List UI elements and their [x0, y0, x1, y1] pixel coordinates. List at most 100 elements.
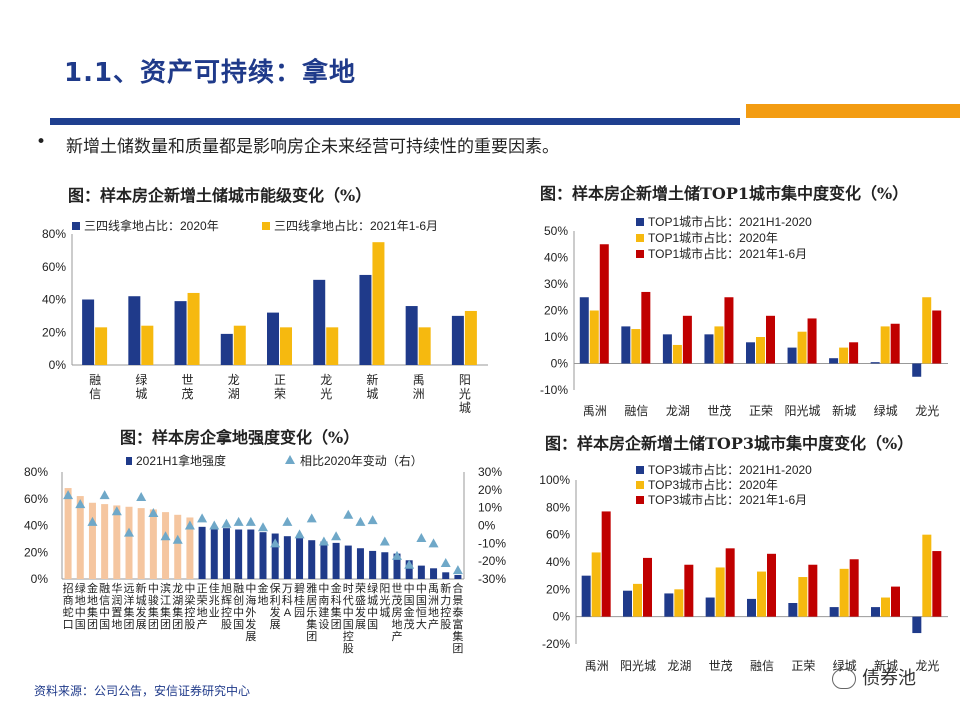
category-label: 正荣 [791, 659, 815, 673]
category-label: 中国金茂 [404, 582, 415, 631]
change-marker [148, 508, 159, 518]
bar [405, 560, 413, 579]
bar [198, 526, 206, 579]
change-marker [111, 506, 122, 516]
bar [454, 574, 462, 579]
bar [372, 242, 385, 365]
category-label: 合景泰富集团 [452, 581, 463, 655]
chart-top3-concentration: -20%0%20%40%60%80%100%禹洲 阳光城 龙湖 世茂 融信 正荣 绿城 新城龙… [539, 462, 948, 673]
bar [174, 301, 187, 365]
category-label: 融信 [750, 659, 774, 673]
category-label: 时代中国控股 [343, 582, 354, 655]
bar [125, 506, 133, 579]
legend-swatch [636, 250, 644, 258]
bar [271, 533, 279, 579]
bar [589, 310, 599, 364]
change-marker [258, 522, 268, 532]
y-tick-label: 40% [42, 293, 66, 307]
bar [332, 542, 340, 579]
category-label: 世茂 [709, 659, 733, 673]
category-label: 阳光城 [620, 659, 656, 673]
change-marker [392, 550, 402, 560]
change-marker [160, 531, 171, 541]
category-label: 禹洲 [585, 659, 609, 673]
y2-tick-label: -30% [478, 572, 506, 586]
bar [672, 344, 682, 364]
chart3-title: 图：样本房企拿地强度变化（%） [120, 428, 360, 447]
bar [829, 607, 839, 617]
category-label: 融信 [89, 373, 101, 401]
bar [881, 597, 890, 617]
bar [849, 559, 859, 617]
bar [210, 526, 218, 579]
chart-land-intensity: 0% 20% 40% 60% 80% -30% -20% -10% 0% 10% 20% 30% 招商蛇… [24, 453, 506, 655]
bar [369, 550, 377, 579]
bar [633, 583, 642, 617]
bar [808, 564, 818, 617]
bar [715, 567, 725, 617]
category-label: 绿地中国 [75, 581, 86, 631]
bar [788, 603, 798, 617]
category-label: 佳兆业 [209, 581, 220, 619]
y-tick-label: 80% [546, 500, 570, 514]
category-label: 世茂 [182, 373, 194, 401]
bar [599, 244, 609, 364]
bar [344, 545, 352, 579]
bar [621, 326, 631, 364]
watermark: 债券池 [832, 664, 916, 690]
y2-tick-label: 20% [478, 483, 502, 497]
bar [451, 315, 464, 365]
bar [756, 337, 765, 364]
change-marker [75, 499, 86, 509]
bar [149, 509, 157, 579]
bar [746, 342, 755, 364]
change-marker [124, 527, 134, 537]
y-tick-label: 0% [31, 572, 49, 586]
change-marker [404, 559, 415, 569]
y-tick-label: 10% [544, 330, 568, 344]
bar [137, 508, 145, 579]
category-label: 华润置地 [111, 581, 122, 631]
bar [922, 534, 932, 617]
category-label: 阳光城 [459, 373, 471, 415]
category-label: 绿城 [874, 403, 898, 418]
bar [393, 553, 401, 579]
chart1-title: 图：样本房企新增土储城市能级变化（%） [68, 186, 372, 205]
y-tick-label: 20% [546, 582, 570, 596]
change-marker [282, 516, 293, 526]
category-label: 碧桂园 [294, 582, 305, 619]
change-marker [63, 490, 74, 500]
bar [798, 577, 808, 617]
category-label: 金地 [258, 581, 269, 607]
legend-marker [285, 455, 295, 464]
bar [283, 536, 291, 579]
category-label: 滨江集团 [160, 581, 171, 631]
bar [356, 548, 364, 579]
category-label: 新城 [366, 372, 378, 401]
y2-tick-label: -10% [478, 536, 506, 550]
y-tick-label: 40% [546, 555, 570, 569]
bar [259, 532, 267, 579]
bar [95, 327, 108, 365]
chart4-title: 图：样本房企新增土储TOP3城市集中度变化（%） [545, 434, 914, 453]
category-label: 招商蛇口 [63, 581, 74, 631]
y-tick-label: 60% [42, 260, 66, 274]
change-marker [294, 529, 305, 539]
bar [186, 517, 194, 579]
change-marker [440, 557, 451, 567]
change-marker [270, 538, 281, 548]
category-label: 绿城 [135, 372, 147, 401]
legend-label: TOP3城市占比：2021年1-6月 [648, 492, 807, 507]
bar [82, 299, 95, 365]
legend-swatch [72, 222, 80, 230]
legend-label: 相比2020年变动（右） [300, 453, 423, 468]
y-tick-label: 60% [546, 528, 570, 542]
bar [405, 306, 418, 365]
change-marker [306, 513, 317, 523]
category-label: 保利发展 [270, 581, 281, 631]
category-label: 龙光 [320, 373, 332, 401]
category-label: 中骏集团 [148, 582, 159, 631]
chart-city-tier: 0% 20% 40% 60% 80% 融信 绿城 世茂 龙湖 正荣 龙光 新城 禹洲 阳光城 三四线拿地占比… [42, 218, 488, 415]
y-tick-label: 0% [551, 357, 569, 371]
bar [682, 315, 692, 364]
